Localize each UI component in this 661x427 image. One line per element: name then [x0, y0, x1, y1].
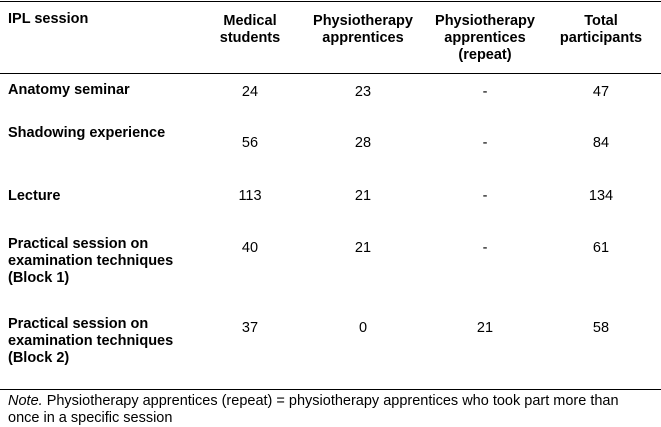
row5-label-line3: (Block 2) — [8, 350, 70, 366]
row5-total: 58 — [592, 320, 610, 336]
row-label-practical-block1: Practical session on examination techniq… — [8, 236, 198, 287]
header-ipl-session: IPL session — [8, 11, 198, 28]
row4-label-line1: Practical session on — [8, 236, 149, 252]
row3-medical: 113 — [238, 188, 262, 204]
row1-repeat: - — [482, 84, 488, 100]
header-ipl-session-text: IPL session — [8, 11, 89, 27]
row4-total: 61 — [592, 240, 610, 256]
row-label-practical-block2: Practical session on examination techniq… — [8, 316, 198, 367]
header-medical-line1: Medical — [223, 13, 277, 29]
row3-label-line1: Lecture — [8, 188, 61, 204]
row4-repeat: - — [482, 240, 488, 256]
row3-total: 134 — [588, 188, 614, 204]
header-divider-rule — [0, 73, 661, 74]
header-repeat-line1: Physiotherapy — [435, 13, 535, 29]
note-line1: Note. Physiotherapy apprentices (repeat)… — [8, 393, 648, 410]
row-label-shadowing-experience: Shadowing experience — [8, 125, 198, 142]
row4-label-line3: (Block 1) — [8, 270, 70, 286]
header-total-line2: participants — [559, 30, 643, 46]
header-medical-line2: students — [219, 30, 281, 46]
header-medical-students: Medical students — [198, 13, 302, 47]
table-bottom-rule — [0, 389, 661, 390]
row-label-anatomy-seminar: Anatomy seminar — [8, 82, 198, 99]
row4-physio: 21 — [354, 240, 372, 256]
row5-repeat: 21 — [476, 320, 494, 336]
row1-medical: 24 — [241, 84, 259, 100]
row3-physio: 21 — [354, 188, 372, 204]
header-physio-line1: Physiotherapy — [313, 13, 413, 29]
row1-total: 47 — [592, 84, 610, 100]
note-lead: Note. — [8, 393, 43, 409]
row1-label-line1: Anatomy seminar — [8, 82, 130, 98]
row4-label-line2: examination techniques — [8, 253, 174, 269]
row1-physio: 23 — [354, 84, 372, 100]
row5-medical: 37 — [241, 320, 259, 336]
row4-medical: 40 — [241, 240, 259, 256]
note-line2: once in a specific session — [8, 410, 173, 426]
row3-repeat: - — [482, 188, 488, 204]
row5-physio: 0 — [358, 320, 368, 336]
row5-label-line2: examination techniques — [8, 333, 174, 349]
header-total-line1: Total — [584, 13, 618, 29]
header-total-participants: Total participants — [553, 13, 649, 47]
table-note: Note. Physiotherapy apprentices (repeat)… — [8, 393, 648, 427]
header-physio-line2: apprentices — [322, 30, 404, 46]
row2-repeat: - — [482, 135, 488, 151]
header-repeat-line3: (repeat) — [458, 47, 512, 63]
note-line1-text: Physiotherapy apprentices (repeat) = phy… — [42, 393, 619, 409]
row2-medical: 56 — [241, 135, 259, 151]
row2-total: 84 — [592, 135, 610, 151]
header-physio-repeat: Physiotherapy apprentices (repeat) — [423, 13, 547, 64]
row2-physio: 28 — [354, 135, 372, 151]
header-physio-apprentices: Physiotherapy apprentices — [310, 13, 416, 47]
row2-label-line1: Shadowing experience — [8, 125, 166, 141]
row-label-lecture: Lecture — [8, 188, 198, 205]
table-top-rule — [0, 1, 661, 2]
row5-label-line1: Practical session on — [8, 316, 149, 332]
header-repeat-line2: apprentices — [444, 30, 526, 46]
